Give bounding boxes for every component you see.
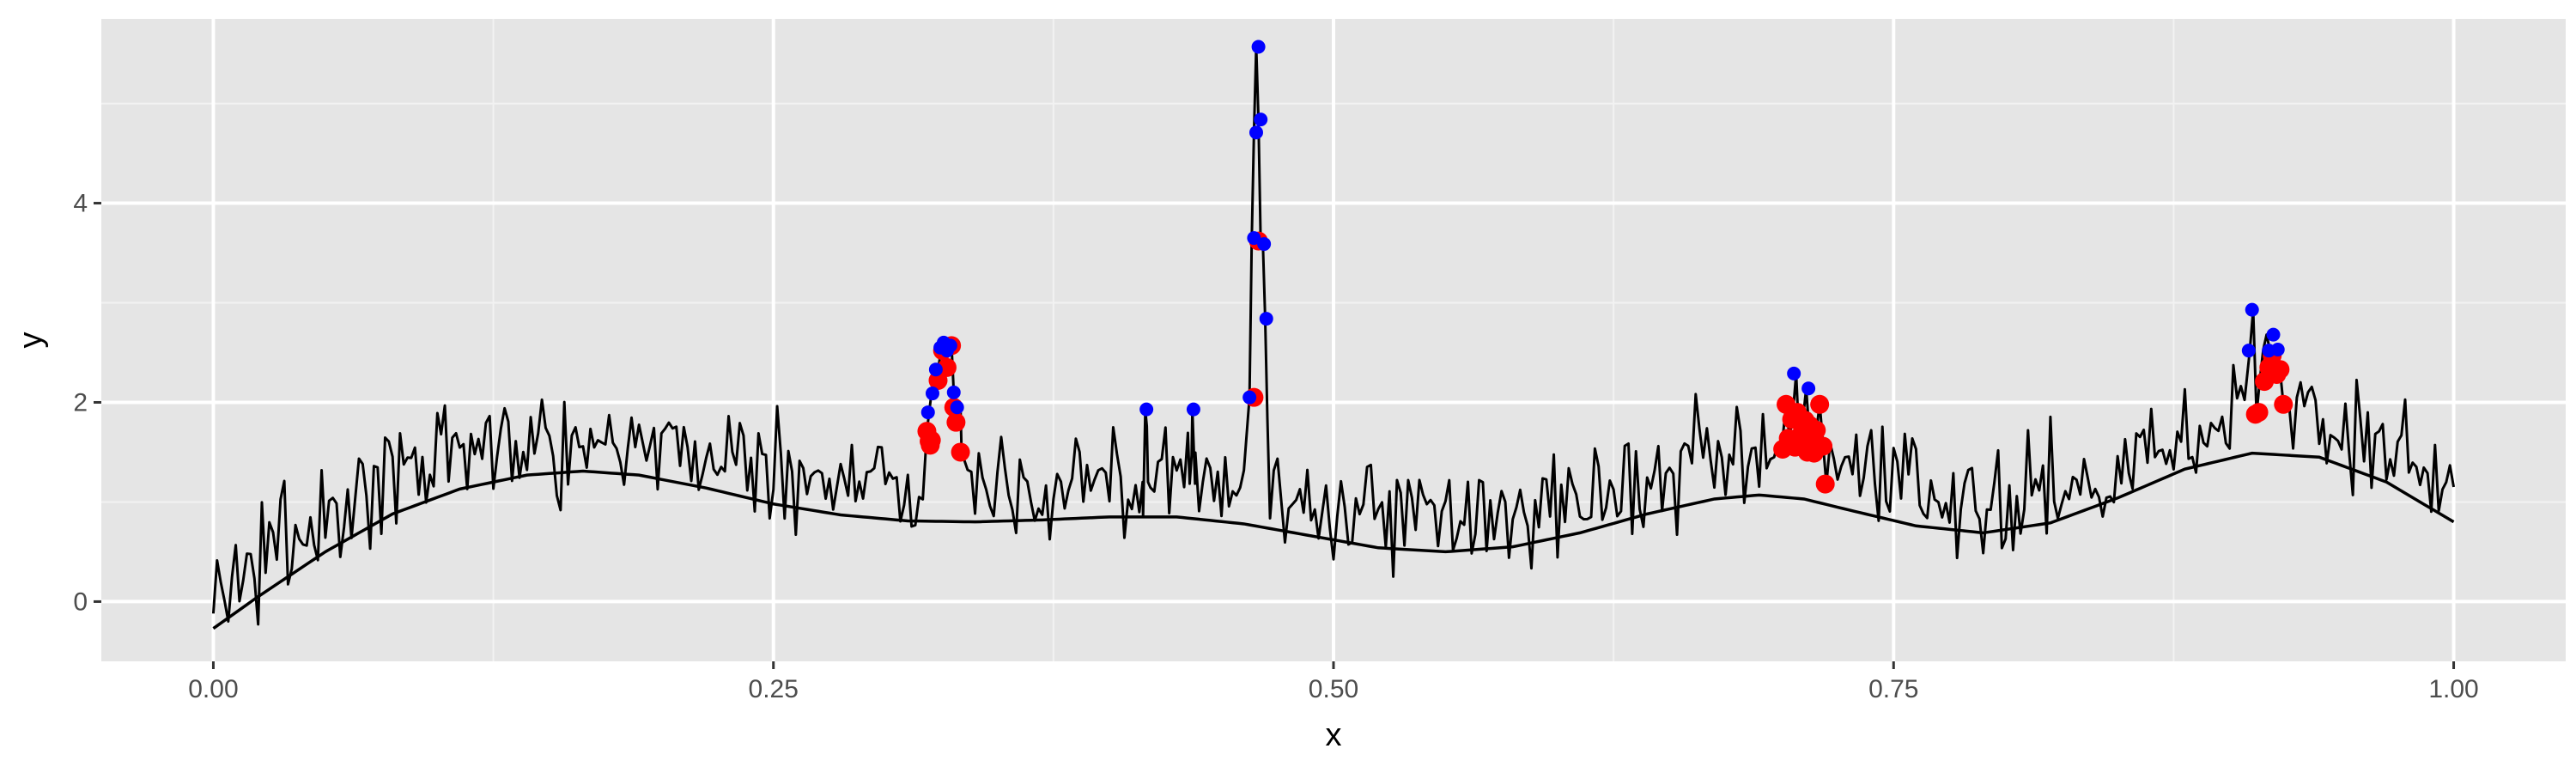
x-axis-title: x (1326, 717, 1342, 753)
blue-point (1247, 231, 1261, 246)
noisy-series-line (211, 45, 2456, 626)
y-tick-label: 2 (73, 388, 88, 417)
blue-point (1257, 237, 1272, 252)
blue-point (943, 338, 957, 353)
red-point (2274, 394, 2293, 414)
red-point (921, 430, 941, 450)
blue-point (1801, 381, 1816, 396)
blue-point (946, 385, 961, 399)
blue-point (920, 405, 935, 420)
red-point (1810, 394, 1830, 414)
blue-point (1242, 390, 1257, 405)
red-point (2270, 360, 2290, 380)
blue-point (925, 386, 939, 401)
y-tick-label: 0 (73, 587, 88, 616)
blue-point (1787, 366, 1801, 380)
red-point (2249, 403, 2269, 423)
blue-point (950, 400, 964, 415)
x-tick-label: 0.00 (188, 675, 238, 703)
blue-point (1254, 113, 1268, 127)
y-tick-label: 4 (73, 190, 88, 218)
red-point (946, 412, 966, 432)
blue-point (1186, 402, 1200, 417)
series-layer (211, 45, 2456, 630)
red-point (1807, 420, 1826, 440)
blue-point (928, 362, 943, 377)
y-axis-title: y (13, 332, 49, 349)
red-point (1814, 436, 1833, 456)
blue-point (1249, 125, 1263, 140)
blue-point (2270, 343, 2285, 357)
blue-point (2241, 344, 2256, 358)
red-point (951, 442, 970, 462)
y-axis-ticks: 0 2 4 (73, 190, 101, 616)
red-point (1815, 474, 1835, 494)
x-tick-label: 1.00 (2428, 675, 2478, 703)
blue-point (1259, 312, 1273, 326)
x-tick-label: 0.75 (1868, 675, 1918, 703)
blue-point (1251, 40, 1266, 54)
x-tick-label: 0.50 (1309, 675, 1358, 703)
x-tick-label: 0.25 (749, 675, 799, 703)
smooth-curve-line (212, 451, 2455, 630)
points-layer (917, 40, 2293, 494)
blue-point (1139, 402, 1154, 417)
x-axis-ticks: 0.00 0.25 0.50 0.75 1.00 (188, 661, 2479, 703)
blue-point (2266, 327, 2281, 342)
blue-point (2245, 302, 2259, 317)
red-point (937, 357, 957, 377)
